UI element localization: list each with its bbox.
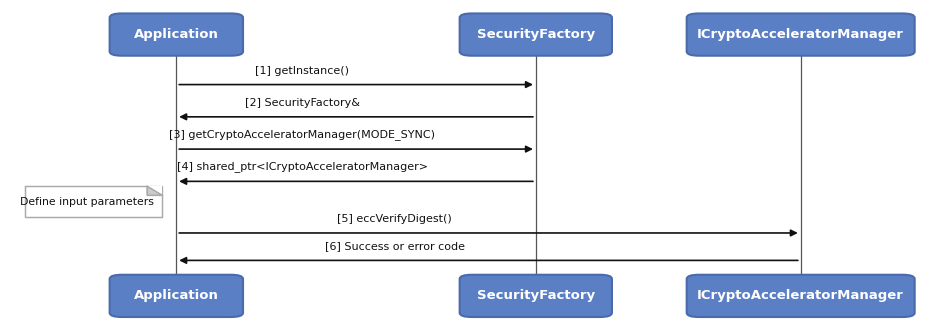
- FancyBboxPatch shape: [686, 13, 915, 56]
- Text: Define input parameters: Define input parameters: [20, 197, 154, 206]
- FancyBboxPatch shape: [110, 13, 243, 56]
- Text: Application: Application: [134, 28, 219, 41]
- Text: [2] SecurityFactory&: [2] SecurityFactory&: [245, 98, 359, 108]
- FancyBboxPatch shape: [686, 275, 915, 317]
- Text: [1] getInstance(): [1] getInstance(): [255, 65, 349, 75]
- Text: [5] eccVerifyDigest(): [5] eccVerifyDigest(): [337, 214, 452, 224]
- FancyBboxPatch shape: [110, 275, 243, 317]
- Text: [3] getCryptoAcceleratorManager(MODE_SYNC): [3] getCryptoAcceleratorManager(MODE_SYN…: [169, 129, 435, 140]
- Text: Application: Application: [134, 289, 219, 302]
- Text: ICryptoAcceleratorManager: ICryptoAcceleratorManager: [697, 28, 904, 41]
- FancyBboxPatch shape: [460, 275, 612, 317]
- Text: SecurityFactory: SecurityFactory: [477, 28, 594, 41]
- Text: ICryptoAcceleratorManager: ICryptoAcceleratorManager: [697, 289, 904, 302]
- Text: [4] shared_ptr<ICryptoAcceleratorManager>: [4] shared_ptr<ICryptoAcceleratorManager…: [176, 161, 428, 172]
- FancyBboxPatch shape: [25, 186, 162, 217]
- Text: [6] Success or error code: [6] Success or error code: [325, 241, 465, 251]
- Polygon shape: [147, 186, 162, 195]
- Polygon shape: [147, 186, 162, 195]
- Text: SecurityFactory: SecurityFactory: [477, 289, 594, 302]
- FancyBboxPatch shape: [460, 13, 612, 56]
